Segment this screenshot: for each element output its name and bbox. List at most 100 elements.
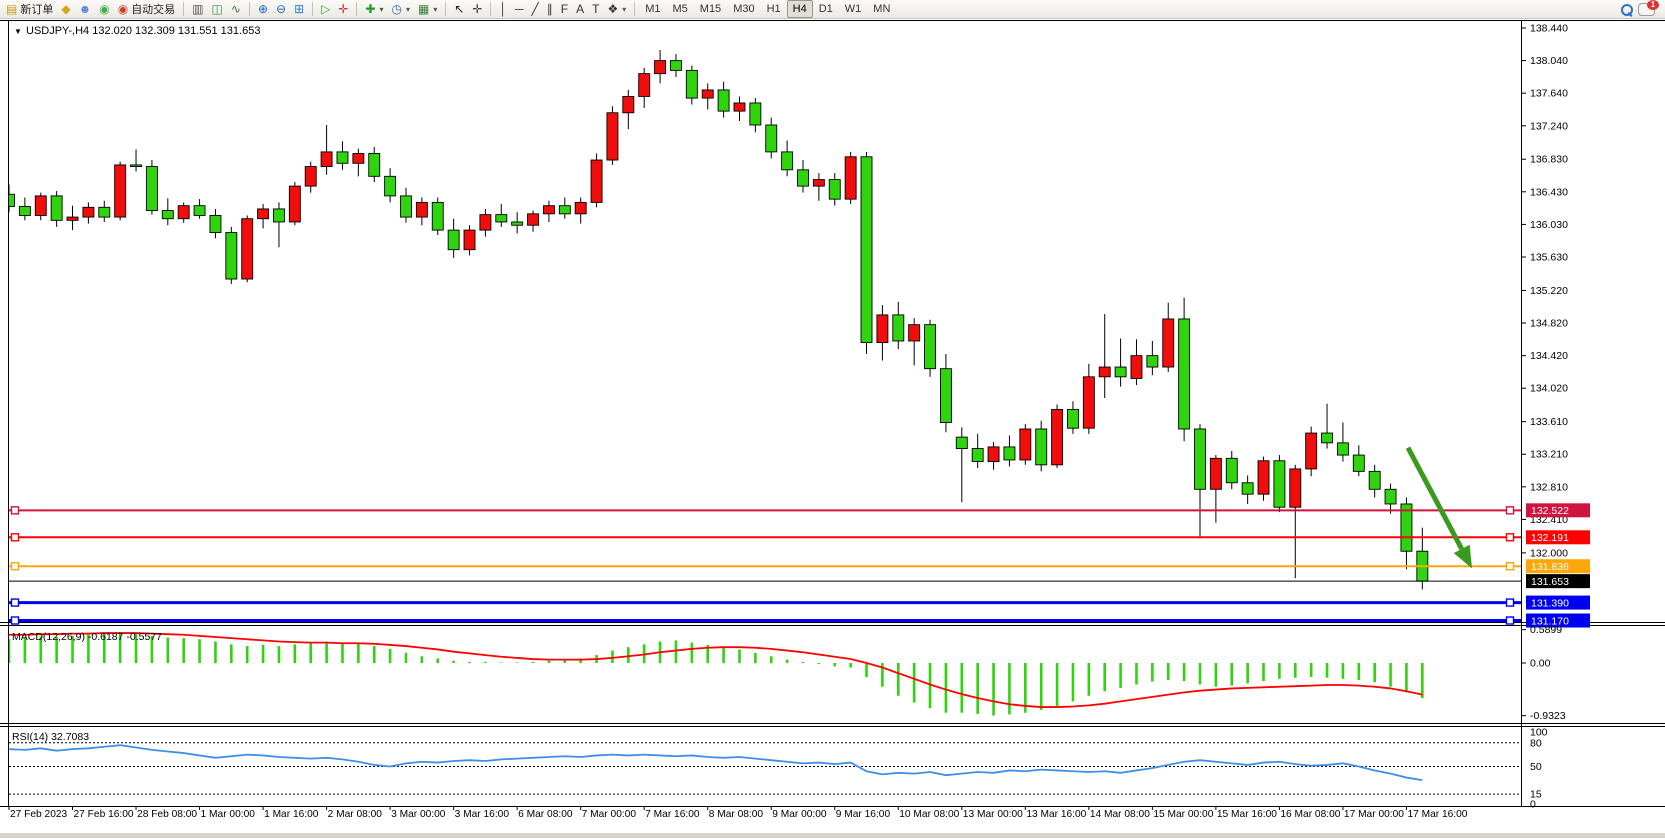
candle-down xyxy=(161,198,174,226)
chart-bars-button[interactable]: ▥ xyxy=(188,0,207,19)
candle-body xyxy=(1368,470,1381,490)
candle-up xyxy=(606,106,619,165)
chart-title: USDJPY-,H4 132.020 132.309 131.551 131.6… xyxy=(26,25,260,37)
search-icon[interactable] xyxy=(1621,3,1633,17)
line-handle[interactable] xyxy=(1505,562,1515,571)
templates-button[interactable]: ▦ ▾ xyxy=(414,0,441,19)
timeframe-w1-button[interactable]: W1 xyxy=(844,3,862,15)
candle-body xyxy=(145,166,158,212)
candle-body xyxy=(1146,355,1159,368)
price-tick-label: 136.030 xyxy=(1530,219,1568,231)
candle-down xyxy=(511,212,524,234)
candle-body xyxy=(320,151,333,168)
time-tick-label: 1 Mar 00:00 xyxy=(201,809,256,820)
hline-object-support-blue-2[interactable]: 131.170 xyxy=(9,613,1590,628)
crosshair-axes-button[interactable]: ✛ xyxy=(334,0,352,19)
price-axis[interactable]: 138.440 138.040 137.640 137.240 136.830 136.4… xyxy=(1521,23,1568,560)
rsi-scale-label: 0 xyxy=(1530,799,1536,811)
autotrade-button[interactable]: ◉ 自动交易 xyxy=(114,0,179,19)
candle-body xyxy=(193,205,206,216)
chart-candles-button[interactable]: ◫ xyxy=(208,0,227,19)
arrow-annotation[interactable] xyxy=(1405,446,1472,569)
tile-windows-button[interactable]: ⊞ xyxy=(290,0,308,19)
add-indicator-dropdown-icon[interactable]: ▾ xyxy=(379,4,384,14)
vertical-line-button[interactable]: │ xyxy=(495,0,511,19)
candle-up xyxy=(542,200,555,222)
add-indicator-button[interactable]: ✚ ▾ xyxy=(361,0,387,19)
main-toolbar: ▤ 新订单 ◆ ☻ ◉ ◉ 自动交易 ▥ ◫ ∿ ⊕ ⊖ ⊞ ▷ ✛ ✚ ▾ ◷ ▾ ▦ ▾ ↖ ✛ │ ─ ╱ ∥ F A T ❖ ▾ M1 M… xyxy=(0,0,1665,19)
periods-button[interactable]: ◷ ▾ xyxy=(388,0,415,19)
timeframe-m5-button[interactable]: M5 xyxy=(672,3,688,15)
timeframe-h1-button[interactable]: H1 xyxy=(766,3,781,15)
crosshair-button[interactable]: ✛ xyxy=(468,0,486,19)
timeframe-h4-button[interactable]: H4 xyxy=(786,0,813,18)
time-tick-label: 15 Mar 00:00 xyxy=(1153,809,1213,820)
candle-body xyxy=(415,201,428,218)
window-bottom-edge xyxy=(0,833,1665,838)
signals-button[interactable]: ◉ xyxy=(95,0,113,19)
cursor-button[interactable]: ↖ xyxy=(450,0,468,19)
candle-body xyxy=(542,205,555,215)
line-handle[interactable] xyxy=(10,533,20,542)
line-handle[interactable] xyxy=(1505,533,1515,542)
timeframe-m15-button[interactable]: M15 xyxy=(699,3,722,15)
text-label-button[interactable]: T xyxy=(588,0,603,19)
zoom-out-button[interactable]: ⊖ xyxy=(272,0,290,19)
candle-up xyxy=(1305,426,1318,477)
time-axis[interactable]: 27 Feb 2023 27 Feb 16:00 28 Feb 08:00 1 Mar… xyxy=(8,806,1468,820)
candle-down xyxy=(685,65,698,105)
trendline-button[interactable]: ╱ xyxy=(528,0,543,19)
arrows-objects-dropdown-icon[interactable]: ▾ xyxy=(622,4,627,14)
templates-dropdown-icon[interactable]: ▾ xyxy=(433,4,438,14)
hline-object-support-orange[interactable]: 131.836 xyxy=(9,559,1590,574)
profile-button[interactable]: ☻ xyxy=(75,0,96,19)
text-button[interactable]: A xyxy=(572,0,588,19)
line-handle[interactable] xyxy=(1505,598,1515,607)
line-handle[interactable] xyxy=(1505,506,1515,515)
timeframe-d1-button[interactable]: D1 xyxy=(818,3,833,15)
chart-line-button[interactable]: ∿ xyxy=(227,0,245,19)
horizontal-line-button[interactable]: ─ xyxy=(511,0,528,19)
trendline-icon: ╱ xyxy=(531,1,539,16)
candle-up xyxy=(1098,314,1111,399)
candle-down xyxy=(193,199,206,219)
zoom-in-button[interactable]: ⊕ xyxy=(254,0,272,19)
equidistant-channel-button[interactable]: ∥ xyxy=(543,0,557,19)
indicators-window-button[interactable]: ▷ xyxy=(317,0,334,19)
candle-body xyxy=(606,112,619,161)
candle-down xyxy=(209,208,222,239)
hline-object-resistance-1[interactable]: 132.522 xyxy=(9,503,1590,518)
line-handle[interactable] xyxy=(10,562,20,571)
periods-dropdown-icon[interactable]: ▾ xyxy=(405,4,410,14)
timeframe-mn-button[interactable]: MN xyxy=(873,3,891,15)
price-tick-label: 136.830 xyxy=(1530,154,1568,166)
line-handle[interactable] xyxy=(10,616,20,625)
line-handle[interactable] xyxy=(1505,616,1515,625)
candle-body xyxy=(670,60,682,71)
candle-body xyxy=(590,159,603,203)
line-handle[interactable] xyxy=(10,506,20,515)
candle-down xyxy=(1336,422,1349,462)
new-order-button[interactable]: ▤ 新订单 xyxy=(2,0,57,19)
timeframe-m30-button[interactable]: M30 xyxy=(733,3,755,15)
hline-object-resistance-2[interactable]: 132.191 xyxy=(9,530,1590,545)
fibonacci-button[interactable]: F xyxy=(557,0,572,19)
rsi-pane xyxy=(9,742,1521,795)
arrows-objects-button[interactable]: ❖ ▾ xyxy=(603,0,630,19)
candle-up xyxy=(876,305,889,361)
price-tick-label: 136.430 xyxy=(1530,186,1568,198)
market-button[interactable]: ◆ xyxy=(57,0,74,19)
time-tick-label: 9 Mar 16:00 xyxy=(836,809,891,820)
chat-icon[interactable]: 1 xyxy=(1638,0,1659,16)
candle-down xyxy=(368,146,381,183)
candle-body xyxy=(1130,355,1143,379)
candle-body xyxy=(1225,457,1238,484)
chart-candles-icon: ◫ xyxy=(211,1,223,16)
candle-body xyxy=(749,102,762,126)
time-tick-label: 3 Mar 16:00 xyxy=(455,809,510,820)
candle-up xyxy=(590,153,603,208)
candle-down xyxy=(225,226,238,284)
hline-object-support-blue-1[interactable]: 131.390 xyxy=(9,595,1590,610)
line-handle[interactable] xyxy=(10,598,20,607)
timeframe-m1-button[interactable]: M1 xyxy=(645,3,661,15)
